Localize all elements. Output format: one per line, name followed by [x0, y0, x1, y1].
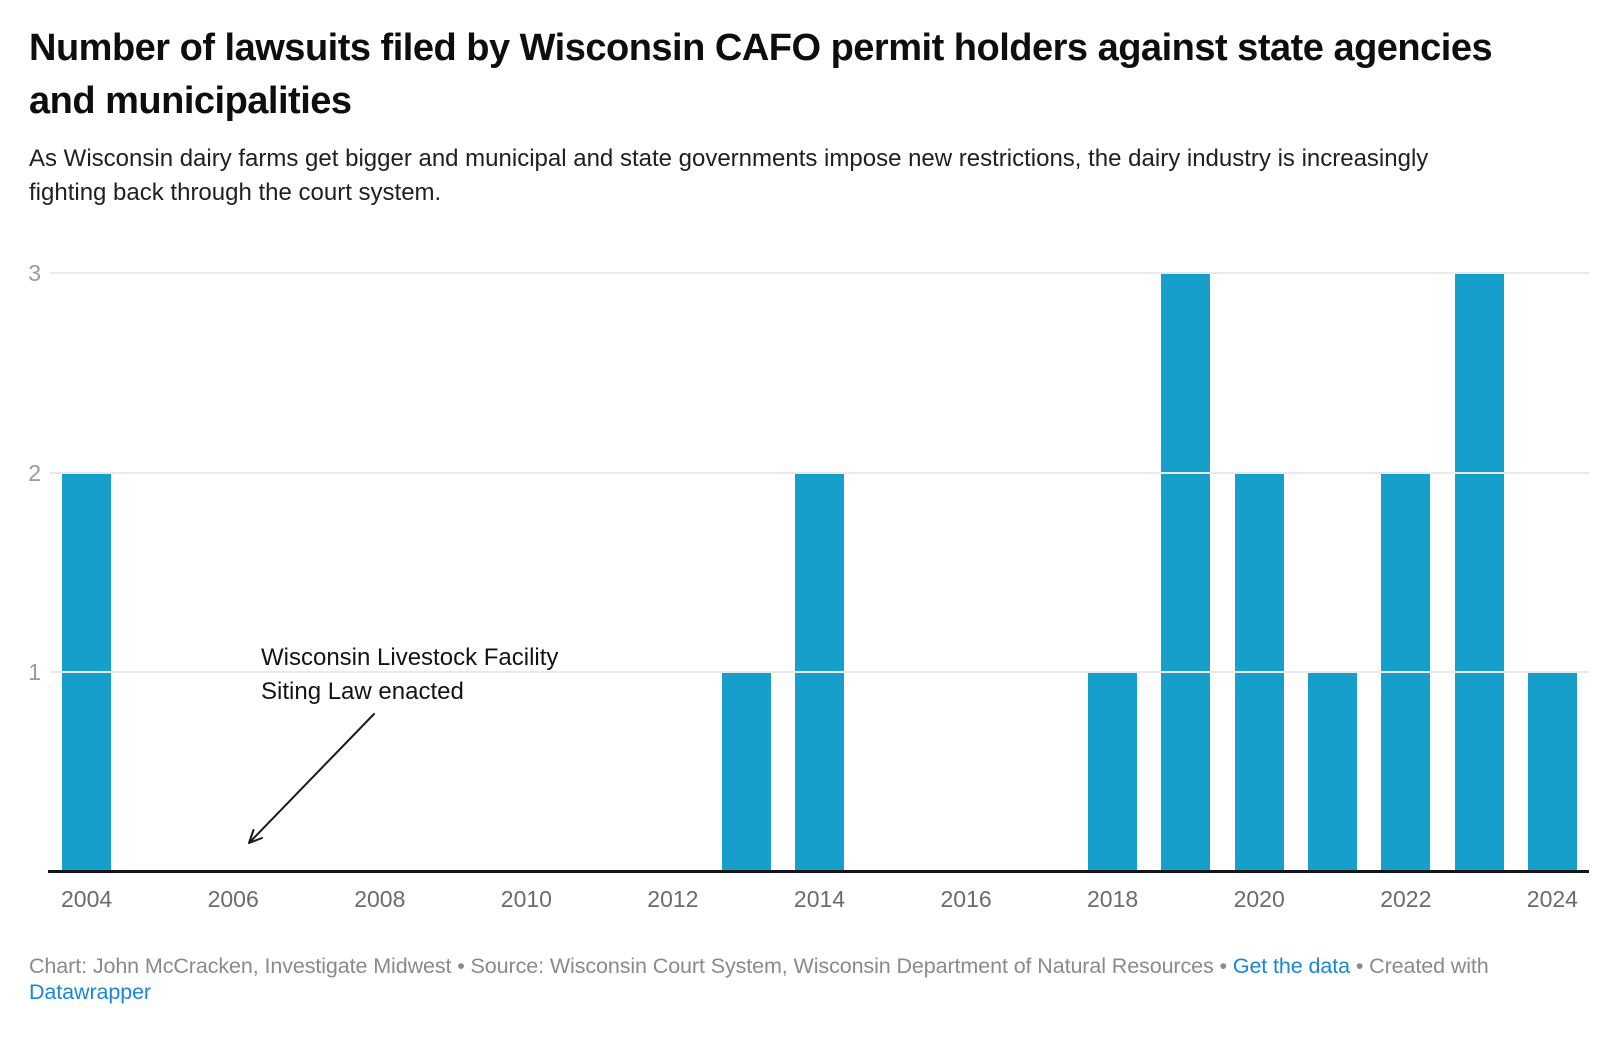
- footer-text-created-with: • Created with: [1349, 954, 1489, 978]
- x-axis-line: [48, 870, 1589, 873]
- x-axis-tick-label-2022: 2022: [1380, 886, 1432, 912]
- x-axis-tick-label-2024: 2024: [1526, 886, 1578, 912]
- gridline-2: [50, 471, 1589, 474]
- footer-credits: Chart: John McCracken, Investigate Midwe…: [29, 953, 1529, 1005]
- bar-2019[interactable]: [1161, 273, 1211, 870]
- y-axis-tick-label-2: 2: [28, 459, 41, 486]
- bar-2018[interactable]: [1088, 672, 1138, 870]
- x-axis-tick-label-2006: 2006: [207, 886, 259, 912]
- x-axis-tick-label-2016: 2016: [940, 886, 992, 912]
- bar-2013[interactable]: [721, 672, 771, 870]
- annotation-line-1: Wisconsin Livestock Facility: [261, 644, 559, 671]
- x-axis-tick-label-2020: 2020: [1233, 886, 1285, 912]
- x-axis-tick-label-2018: 2018: [1087, 886, 1139, 912]
- footer-text-credit-source: Chart: John McCracken, Investigate Midwe…: [29, 954, 1233, 978]
- x-axis-tick-label-2004: 2004: [61, 886, 113, 912]
- x-axis-tick-label-2014: 2014: [793, 886, 846, 912]
- y-axis-tick-label-1: 1: [28, 659, 41, 686]
- x-axis-tick-label-2010: 2010: [500, 886, 552, 912]
- bar-2024[interactable]: [1527, 672, 1577, 870]
- chart-subtitle: As Wisconsin dairy farms get bigger and …: [29, 145, 1429, 206]
- datawrapper-link[interactable]: Datawrapper: [29, 980, 151, 1004]
- get-the-data-link[interactable]: Get the data: [1232, 954, 1350, 978]
- x-axis-tick-label-2012: 2012: [647, 886, 699, 912]
- annotation-text: Wisconsin Livestock Facility Siting Law …: [261, 641, 558, 709]
- chart-title: Number of lawsuits filed by Wisconsin CA…: [29, 27, 1493, 122]
- y-axis-tick-label-3: 3: [28, 260, 41, 286]
- gridline-3: [50, 272, 1589, 274]
- gridline-1: [50, 671, 1589, 674]
- x-axis-tick-label-2008: 2008: [354, 886, 406, 912]
- annotation-line-2: Siting Law enacted: [261, 678, 464, 705]
- bar-2023[interactable]: [1454, 273, 1504, 870]
- bar-2021[interactable]: [1308, 672, 1357, 870]
